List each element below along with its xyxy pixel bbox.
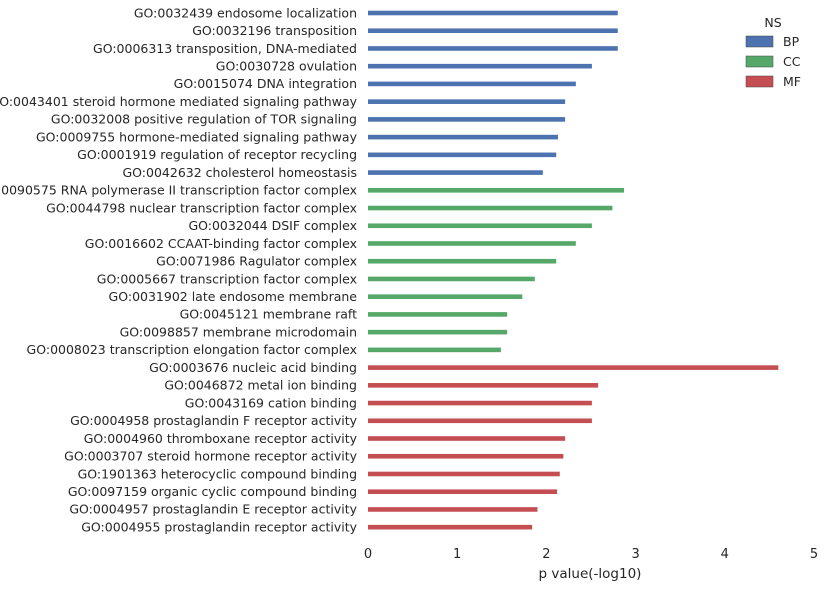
y-tick-label: GO:0032044 DSIF complex <box>188 218 357 233</box>
x-tick-label: 2 <box>542 547 550 562</box>
bar-go-0032044 <box>368 223 592 229</box>
x-tick-labels: 0 1 2 3 4 5 <box>364 547 818 562</box>
bar-go-0015074 <box>368 81 576 87</box>
y-tick-label: GO:0044798 nuclear transcription factor … <box>46 200 357 215</box>
y-tick-label: GO:0071986 Ragulator complex <box>156 254 357 269</box>
bar-go-0003707 <box>368 453 564 459</box>
bar-go-0030728 <box>368 63 592 69</box>
y-tick-label: GO:0006313 transposition, DNA-mediated <box>93 41 357 56</box>
y-tick-label: GO:0008023 transcription elongation fact… <box>27 342 357 357</box>
x-tick-label: 0 <box>364 547 372 562</box>
y-tick-label: GO:0097159 organic cyclic compound bindi… <box>68 484 357 499</box>
y-tick-label: GO:0043169 cation binding <box>185 395 357 410</box>
bar-go-0008023 <box>368 347 501 353</box>
legend-swatch-cc <box>745 55 774 68</box>
bar-go-0032008 <box>368 117 566 122</box>
bar-go-0003676 <box>368 365 779 370</box>
bar-go-0071986 <box>368 258 557 264</box>
bar-go-0046872 <box>368 383 599 388</box>
y-tick-label: GO:0032196 transposition <box>192 23 357 38</box>
legend-label-cc: CC <box>783 54 801 69</box>
y-tick-label: GO:0001919 regulation of receptor recycl… <box>77 147 357 162</box>
bars-layer <box>368 10 779 530</box>
bar-go-1901363 <box>368 471 560 477</box>
y-tick-label: GO:0015074 DNA integration <box>174 76 357 91</box>
bar-go-0044798 <box>368 205 613 211</box>
bar-go-0032196 <box>368 28 618 34</box>
y-tick-label: GO:0003676 nucleic acid binding <box>149 360 357 375</box>
bar-go-0097159 <box>368 489 558 495</box>
y-tick-label: GO:0032439 endosome localization <box>134 5 357 20</box>
y-tick-label: GO:0090575 RNA polymerase II transcripti… <box>0 183 357 198</box>
bar-go-0004958 <box>368 418 592 424</box>
y-tick-label: GO:0042632 cholesterol homeostasis <box>123 165 358 180</box>
y-tick-label: GO:0005667 transcription factor complex <box>97 271 357 286</box>
bar-go-0009755 <box>368 134 558 140</box>
bar-go-0006313 <box>368 46 618 51</box>
legend-title: NS <box>764 15 781 30</box>
y-tick-label: GO:1901363 heterocyclic compound binding <box>78 466 357 481</box>
legend-swatch-mf <box>745 75 774 88</box>
x-tick-label: 3 <box>631 547 639 562</box>
y-tick-label: GO:0009755 hormone-mediated signaling pa… <box>36 129 358 144</box>
y-tick-label: GO:0031902 late endosome membrane <box>109 289 358 304</box>
bar-go-0043401 <box>368 99 566 104</box>
y-tick-label: GO:0098857 membrane microdomain <box>120 324 357 339</box>
y-tick-label: GO:0004957 prostaglandin E receptor acti… <box>69 502 357 517</box>
y-tick-label: GO:0003707 steroid hormone receptor acti… <box>64 449 357 464</box>
y-tick-label: GO:0016602 CCAAT-binding factor complex <box>85 236 357 251</box>
x-tick-label: 4 <box>721 547 729 562</box>
y-tick-labels: GO:0032439 endosome localization GO:00321… <box>0 5 358 534</box>
legend-swatch-bp <box>745 35 774 48</box>
bar-go-0090575 <box>368 188 624 193</box>
legend-label-mf: MF <box>783 74 801 89</box>
bar-go-0042632 <box>368 170 543 175</box>
y-tick-label: GO:0046872 metal ion binding <box>164 378 357 393</box>
bar-go-0005667 <box>368 276 535 282</box>
x-tick-label: 1 <box>453 547 461 562</box>
x-axis-label: p value(-log10) <box>539 566 642 582</box>
bar-go-0016602 <box>368 241 576 246</box>
bar-go-0043169 <box>368 400 592 406</box>
bar-go-0004960 <box>368 436 566 441</box>
bar-go-0032439 <box>368 10 618 16</box>
y-tick-label: GO:0032008 positive regulation of TOR si… <box>51 112 357 127</box>
bar-go-0004957 <box>368 507 538 512</box>
y-tick-label: GO:0045121 membrane raft <box>180 307 358 322</box>
y-tick-label: GO:0004960 thromboxane receptor activity <box>84 431 358 446</box>
bar-go-0001919 <box>368 152 557 158</box>
x-tick-label: 5 <box>810 547 818 562</box>
bar-go-0098857 <box>368 329 508 335</box>
bar-go-0004955 <box>368 524 533 530</box>
bar-go-0045121 <box>368 312 508 317</box>
bar-go-0031902 <box>368 294 523 299</box>
legend-label-bp: BP <box>783 34 800 49</box>
y-tick-label: GO:0004955 prostaglandin receptor activi… <box>81 519 357 534</box>
y-tick-label: GO:0030728 ovulation <box>216 58 357 73</box>
y-tick-label: GO:0043401 steroid hormone mediated sign… <box>0 94 358 109</box>
legend: NS BP CC MF <box>745 15 801 89</box>
y-tick-label: GO:0004958 prostaglandin F receptor acti… <box>70 413 358 428</box>
